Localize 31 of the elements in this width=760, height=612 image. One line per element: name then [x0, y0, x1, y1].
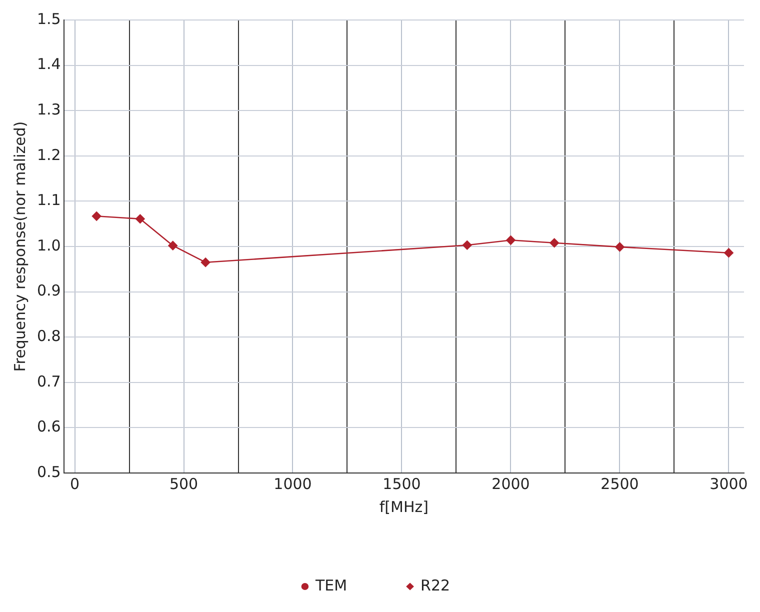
y-tick-label: 0.8 [36, 326, 61, 345]
point [136, 214, 145, 224]
point [168, 240, 178, 250]
y-tick-label: 0.9 [36, 282, 61, 300]
y-tick-label: 0.5 [36, 462, 61, 481]
legend-label: R22 [420, 576, 450, 594]
y-tick-label: 1.2 [36, 146, 61, 164]
point [550, 238, 559, 248]
y-tick-label: 0.6 [36, 418, 61, 436]
y-axis-title: Frequency response(nor malized) [10, 121, 29, 372]
x-tick-label: 500 [169, 474, 198, 493]
y-tick-label: 1.5 [36, 10, 61, 28]
y-tick-label: 1.3 [36, 100, 61, 118]
x-tick-label: 0 [70, 474, 80, 493]
x-tick-label: 1500 [382, 474, 421, 493]
point [92, 212, 102, 221]
point [462, 240, 472, 250]
x-tick-label: 3000 [710, 474, 748, 493]
x-tick-label: 2500 [600, 474, 639, 493]
legend-label: TEM [314, 576, 348, 594]
point [200, 258, 210, 268]
y-tick-label: 1.1 [36, 191, 61, 210]
point [506, 236, 516, 245]
x-tick-label: 1000 [274, 474, 312, 493]
x-axis-title: f[MHz] [379, 498, 428, 516]
y-tick-label: 1.4 [36, 55, 61, 74]
y-tick-label: 0.7 [36, 372, 61, 390]
x-tick-label: 2000 [492, 474, 530, 493]
y-tick-label: 1.0 [36, 236, 61, 254]
point [615, 242, 624, 252]
point [724, 248, 734, 258]
